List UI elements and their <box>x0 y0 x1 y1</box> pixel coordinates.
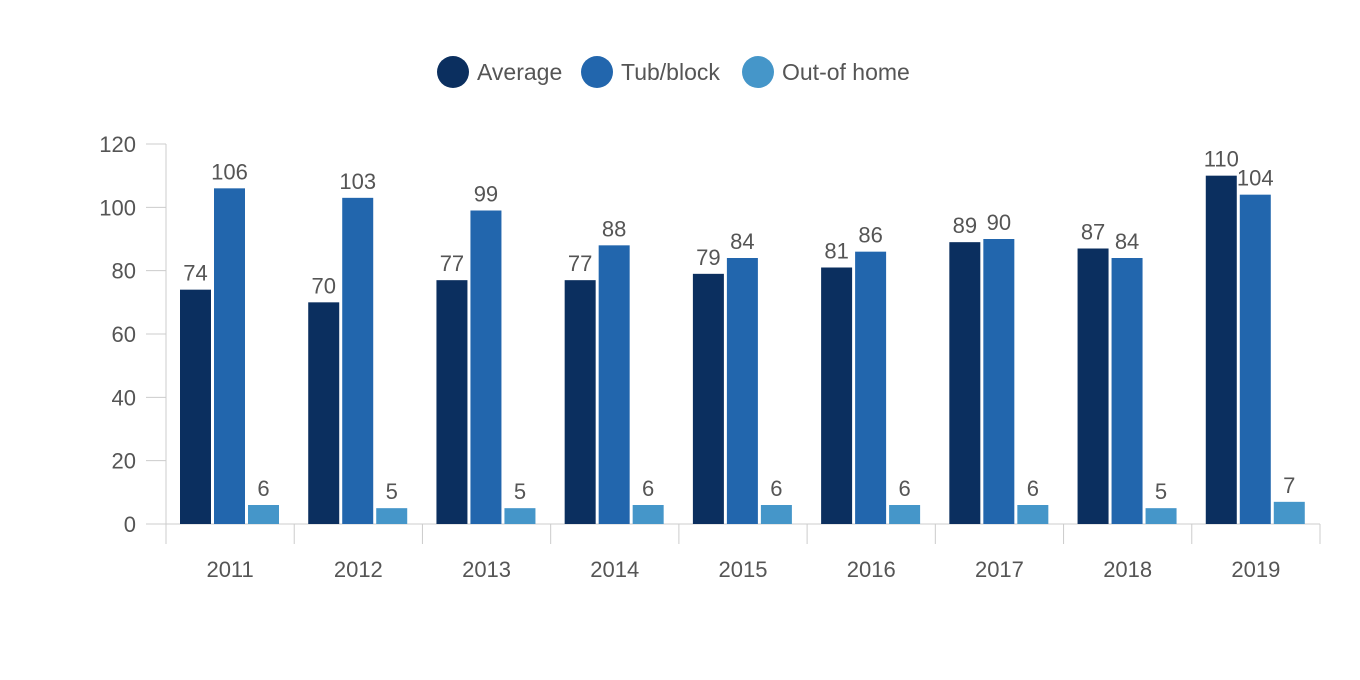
data-label: 99 <box>474 182 498 207</box>
bar <box>855 251 887 524</box>
data-label: 6 <box>1027 476 1039 501</box>
data-label: 70 <box>311 273 335 298</box>
bar <box>983 239 1015 524</box>
bar <box>692 273 724 524</box>
data-label: 6 <box>257 476 269 501</box>
bar <box>1145 508 1177 524</box>
x-tick-label: 2016 <box>847 557 896 582</box>
bar <box>889 505 921 524</box>
x-tick-label: 2014 <box>590 557 639 582</box>
data-label: 89 <box>953 213 977 238</box>
bar <box>632 505 664 524</box>
data-label: 79 <box>696 245 720 270</box>
bar <box>376 508 408 524</box>
x-tick-label: 2015 <box>719 557 768 582</box>
data-label: 77 <box>440 251 464 276</box>
y-tick-label: 100 <box>99 195 136 220</box>
x-tick-label: 2011 <box>206 557 253 582</box>
bar <box>1077 248 1109 524</box>
data-label: 90 <box>987 210 1011 235</box>
legend-label: Average <box>477 59 562 85</box>
bar <box>598 245 630 525</box>
bar <box>470 210 502 524</box>
bar <box>949 242 981 524</box>
data-label: 86 <box>858 223 882 248</box>
data-label: 87 <box>1081 220 1105 245</box>
data-label: 81 <box>824 239 848 264</box>
bar <box>308 302 340 524</box>
data-label: 6 <box>642 476 654 501</box>
bar <box>1273 501 1305 524</box>
bar <box>821 267 853 524</box>
legend-item[interactable]: Out-of home <box>742 56 910 88</box>
y-tick-label: 0 <box>124 512 136 537</box>
bar <box>1205 175 1237 524</box>
bar <box>436 280 468 524</box>
bar <box>726 258 758 524</box>
bar <box>342 197 374 525</box>
x-tick-label: 2017 <box>975 557 1024 582</box>
data-label: 84 <box>1115 229 1139 254</box>
y-tick-label: 120 <box>99 132 136 157</box>
bar <box>180 289 211 524</box>
data-label: 110 <box>1204 147 1239 172</box>
y-tick-label: 40 <box>112 385 136 410</box>
bar <box>564 280 596 524</box>
data-label: 77 <box>568 251 592 276</box>
x-tick-label: 2018 <box>1103 557 1152 582</box>
x-axis: 2011 2012 2013 2014 2015 2016 2017 2018 2019 <box>165 523 1321 582</box>
legend-swatch <box>437 56 469 88</box>
x-tick-label: 2019 <box>1231 557 1280 582</box>
legend-item[interactable]: Tub/block <box>581 56 720 88</box>
data-label: 74 <box>183 261 207 286</box>
legend-swatch <box>742 56 774 88</box>
y-tick-label: 20 <box>112 449 136 474</box>
data-label: 88 <box>602 216 626 241</box>
bar <box>1111 258 1143 524</box>
bar <box>760 505 792 524</box>
bar <box>1017 505 1049 524</box>
data-label: 7 <box>1283 473 1295 498</box>
bars <box>180 175 1305 525</box>
legend-label: Out-of home <box>782 59 910 85</box>
data-label: 6 <box>898 476 910 501</box>
y-axis: 0 20 40 60 80 100 120 <box>99 132 167 544</box>
data-label: 106 <box>211 159 248 184</box>
bar <box>1239 194 1271 524</box>
data-label: 6 <box>770 476 782 501</box>
data-label: 5 <box>514 479 526 504</box>
legend-item[interactable]: Average <box>437 56 562 88</box>
data-label: 5 <box>1155 479 1167 504</box>
data-labels: 74 106 6 70 103 5 77 99 5 77 88 6 79 84 6 81 86 6 89 90 6 87 8… <box>183 147 1295 504</box>
data-label: 103 <box>339 169 376 194</box>
legend-label: Tub/block <box>621 59 720 85</box>
bar <box>504 508 536 524</box>
data-label: 84 <box>730 229 754 254</box>
x-tick-label: 2013 <box>462 557 511 582</box>
y-tick-label: 60 <box>112 322 136 347</box>
legend-swatch <box>581 56 613 88</box>
bar <box>248 505 279 524</box>
x-tick-label: 2012 <box>334 557 383 582</box>
legend: Average Tub/block Out-of home <box>437 56 910 88</box>
bar <box>214 188 245 525</box>
y-tick-label: 80 <box>112 259 136 284</box>
data-label: 5 <box>386 479 398 504</box>
data-label: 104 <box>1237 166 1274 191</box>
